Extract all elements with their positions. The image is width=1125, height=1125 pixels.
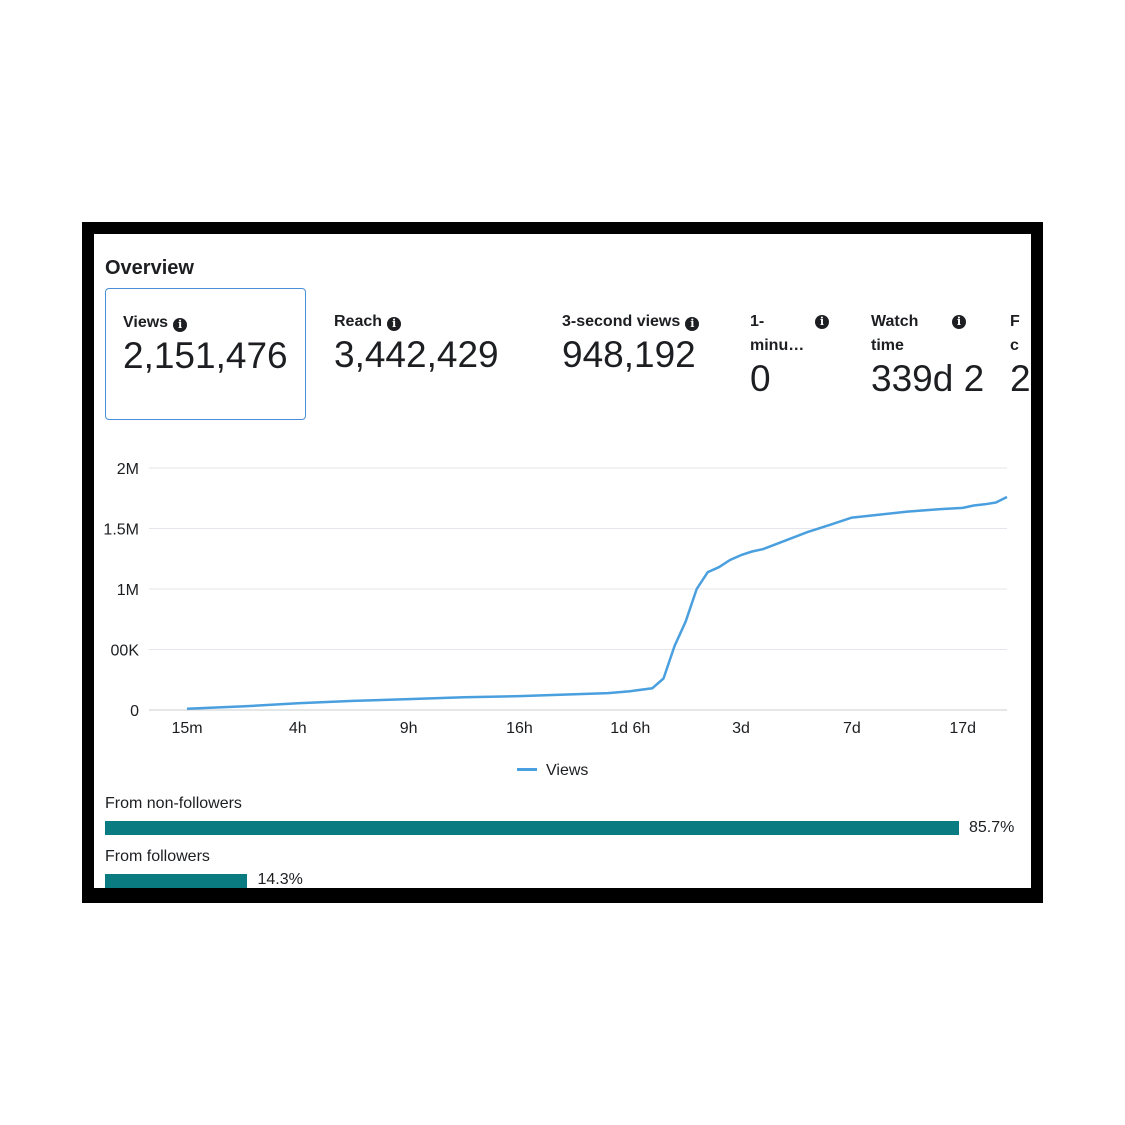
followers-percent: 14.3% (257, 871, 303, 888)
series-line-views[interactable] (186, 495, 1008, 711)
chart-legend[interactable]: Views (517, 762, 588, 780)
metric-value-reach: 3,442,429 (334, 334, 499, 375)
metric-label-time: time (871, 337, 904, 354)
screenshot-frame: Overview Views i 2,151,476 Reach i 3,442,4… (82, 222, 1043, 903)
metric-value-truncated: 2 (1010, 358, 1031, 399)
followers-label: From followers (105, 848, 210, 865)
overview-panel: Overview Views i 2,151,476 Reach i 3,442,4… (94, 234, 1031, 888)
info-icon[interactable]: i (815, 315, 829, 329)
metric-card-views[interactable]: Views i 2,151,476 (105, 288, 306, 420)
metric-label-truncated-line2: c (1010, 337, 1019, 354)
y-tick-label: 1M (117, 582, 139, 599)
metric-card-reach[interactable]: Reach i 3,442,429 (334, 288, 544, 420)
y-tick-label: 2M (117, 461, 139, 478)
overview-title: Overview (105, 257, 194, 279)
metric-value-watch-time: 339d 2 (871, 358, 985, 399)
metric-card-truncated[interactable]: F c 2 (1010, 288, 1031, 420)
non-followers-label: From non-followers (105, 795, 242, 812)
metric-value-views: 2,151,476 (123, 335, 288, 376)
metric-value-1-minute-views: 0 (750, 358, 771, 399)
followers-bar (105, 874, 248, 888)
x-tick-label: 15m (171, 720, 202, 737)
info-icon[interactable]: i (173, 318, 188, 332)
non-followers-percent: 85.7% (969, 819, 1015, 836)
y-tick-label: 00K (111, 643, 140, 660)
non-followers-bar (105, 821, 959, 835)
info-icon[interactable]: i (387, 317, 402, 331)
info-icon[interactable]: i (685, 317, 700, 331)
metric-label-views: Views i (123, 311, 188, 335)
metric-card-1-minute-views[interactable]: 1- i minu… 0 (750, 288, 830, 420)
x-tick-label: 16h (506, 720, 533, 737)
metric-value-3-second-views: 948,192 (562, 334, 696, 375)
metric-card-watch-time[interactable]: Watch i time 339d 2 (871, 288, 996, 420)
legend-label-views: Views (546, 762, 589, 779)
views-line-chart: 0 00K 1M 1.5M 2M 15m 4h 9h 16h 1d 6h 3d 7d 17d (103, 461, 1008, 737)
metric-label-3-second-views: 3-second views i (562, 310, 700, 334)
x-tick-label: 7d (843, 720, 861, 737)
metric-label-watch: Watch (871, 313, 919, 330)
y-tick-label: 0 (130, 703, 139, 720)
metric-label-1-minute: 1- (750, 313, 765, 330)
metric-label-reach: Reach i (334, 310, 402, 334)
metric-label-1-minute-line2: minu… (750, 337, 805, 354)
info-icon[interactable]: i (952, 315, 966, 329)
x-tick-label: 4h (289, 720, 307, 737)
x-tick-label: 17d (949, 720, 976, 737)
metric-card-3-second-views[interactable]: 3-second views i 948,192 (562, 288, 732, 420)
x-tick-label: 1d 6h (610, 720, 650, 737)
metric-label-truncated: F (1010, 313, 1020, 330)
x-tick-label: 9h (400, 720, 418, 737)
legend-swatch-views (517, 768, 537, 771)
x-tick-label: 3d (732, 720, 750, 737)
y-tick-label: 1.5M (103, 522, 139, 539)
